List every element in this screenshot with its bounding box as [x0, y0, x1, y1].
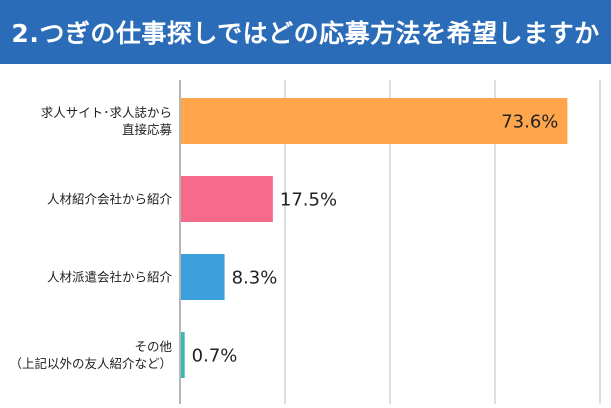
bars	[181, 98, 568, 378]
bar	[181, 332, 185, 378]
category-label: （上記以外の友人紹介など）	[9, 356, 172, 371]
bar	[181, 254, 225, 300]
data-label: 17.5%	[280, 190, 337, 211]
data-label: 0.7%	[192, 346, 238, 367]
bar	[181, 98, 568, 144]
data-label: 8.3%	[232, 268, 278, 289]
chart-title: 2.つぎの仕事探しではどの応募方法を希望しますか	[0, 0, 611, 64]
category-label: その他	[134, 339, 172, 354]
category-label: 人材紹介会社から紹介	[47, 192, 173, 207]
value-labels: 73.6% 17.5% 8.3% 0.7%	[192, 112, 559, 367]
bar	[181, 176, 273, 222]
category-label: 求人サイト･求人誌から	[41, 105, 172, 120]
category-label: 直接応募	[122, 122, 173, 137]
category-label: 人材派遣会社から紹介	[47, 270, 173, 285]
data-label: 73.6%	[501, 112, 558, 133]
